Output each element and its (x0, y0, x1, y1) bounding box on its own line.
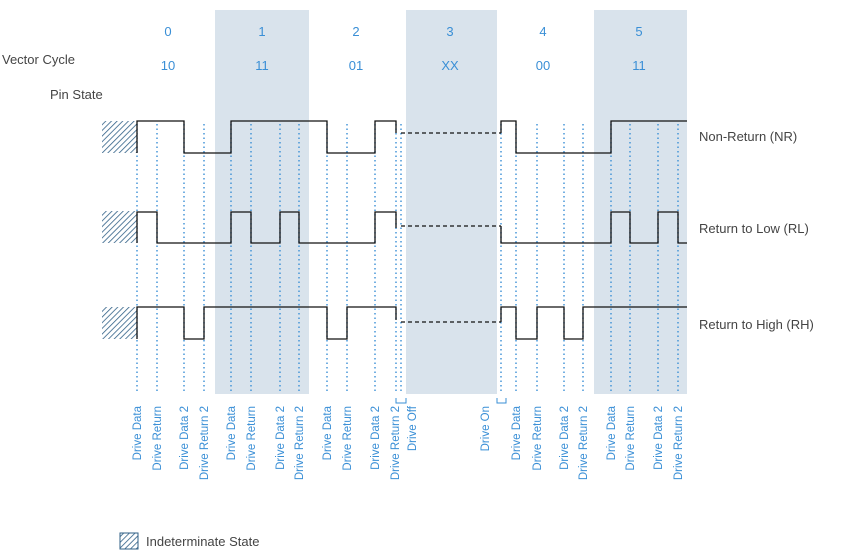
event-label: Drive Data 2 (653, 406, 665, 470)
event-label: Drive Data (511, 405, 523, 460)
event-label: Drive Return 2 (578, 406, 590, 480)
signal-label-rh: Return to High (RH) (699, 317, 814, 332)
vector-cycle-label: Vector Cycle (2, 52, 75, 67)
event-label: Drive Data 2 (370, 406, 382, 470)
event-label: Drive Return 2 (199, 406, 211, 480)
cycle-index-5: 5 (635, 24, 642, 39)
cycle-index-1: 1 (258, 24, 265, 39)
cycle-state-3: XX (441, 58, 459, 73)
drive-off-on-brackets (395, 398, 507, 404)
cycle-state-5: 11 (632, 58, 646, 73)
pin-state-label: Pin State (50, 87, 103, 102)
indeterminate-hatch-rl (102, 211, 137, 243)
legend-label: Indeterminate State (146, 534, 259, 549)
indeterminate-hatch-nr (102, 121, 137, 153)
shaded-cycle-bands (215, 10, 687, 394)
cycle-index-2: 2 (352, 24, 359, 39)
cycle-state-1: 11 (255, 58, 269, 73)
signal-label-rl: Return to Low (RL) (699, 221, 809, 236)
rh-trace-1 (136, 306, 397, 340)
cycle-state-4: 00 (536, 58, 550, 73)
event-label: Drive Return (625, 406, 637, 471)
event-label: Drive Data 2 (275, 406, 287, 470)
event-label: Drive Data 2 (559, 406, 571, 470)
cycle-state-0: 10 (161, 58, 175, 73)
cycle-index-0: 0 (164, 24, 171, 39)
indeterminate-hatch-rh (102, 307, 137, 339)
event-guides (136, 124, 679, 394)
event-label: Drive Return 2 (390, 406, 402, 480)
signal-label-nr: Non-Return (NR) (699, 129, 797, 144)
event-label: Drive Return (246, 406, 258, 471)
rl-trace-1 (136, 211, 397, 244)
drive-on-bracket (496, 398, 507, 404)
cycle-state-2: 01 (349, 58, 363, 73)
event-label: Drive Data (226, 405, 238, 460)
legend: Indeterminate State (119, 532, 259, 550)
cycle-headers: 0 10 1 11 2 01 3 XX 4 00 5 11 (161, 24, 646, 73)
nr-trace-1 (136, 120, 397, 154)
cycle-band-3 (406, 10, 497, 394)
cycle-index-4: 4 (539, 24, 546, 39)
event-label-drive-on: Drive On (480, 406, 492, 451)
event-label: Drive Data (132, 405, 144, 460)
waveform-nr (102, 120, 687, 154)
cycle-band-5 (594, 10, 687, 394)
event-label: Drive Return (532, 406, 544, 471)
event-label-drive-off: Drive Off (407, 405, 419, 451)
event-label: Drive Data (606, 405, 618, 460)
nr-trace-2 (500, 120, 687, 154)
event-label: Drive Return (152, 406, 164, 471)
cycle-index-3: 3 (446, 24, 453, 39)
waveform-rh (102, 306, 687, 340)
legend-hatch-swatch-icon (119, 532, 139, 550)
rh-trace-2 (500, 306, 687, 340)
event-label: Drive Data 2 (179, 406, 191, 470)
event-label: Drive Return 2 (673, 406, 685, 480)
waveform-rl (102, 211, 687, 244)
event-label: Drive Return 2 (294, 406, 306, 480)
rl-trace-2 (500, 211, 687, 244)
event-labels: Drive Data Drive Return Drive Data 2 Dri… (132, 405, 685, 480)
event-label: Drive Data (322, 405, 334, 460)
event-label: Drive Return (342, 406, 354, 471)
drive-off-bracket (395, 398, 407, 404)
